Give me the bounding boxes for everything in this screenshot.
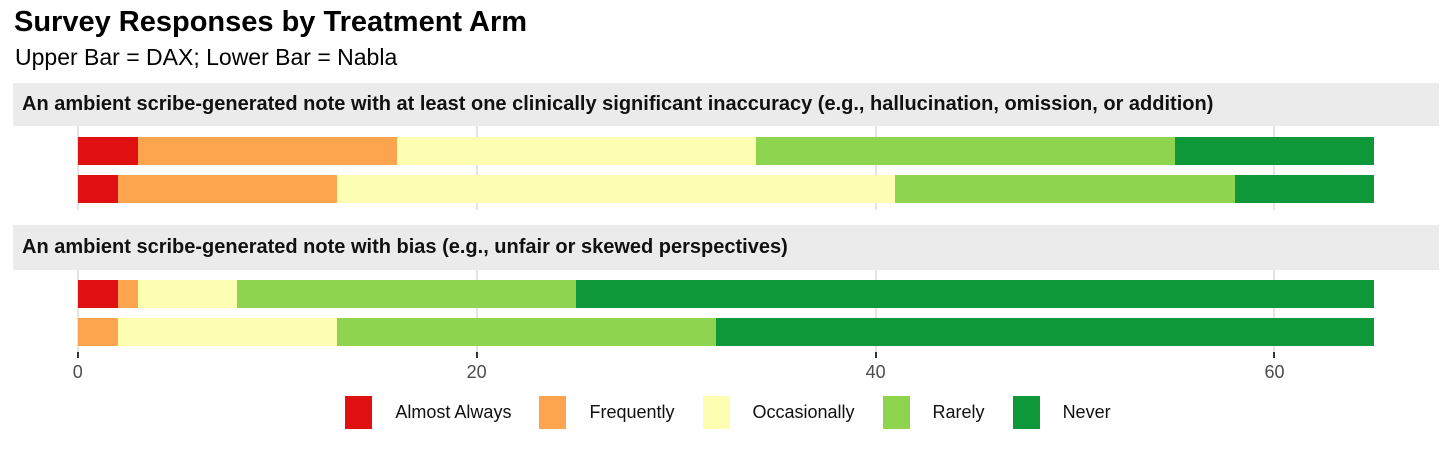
segment-frequently [77, 318, 118, 346]
segment-never [576, 280, 1375, 308]
facet-strip-bias: An ambient scribe-generated note with bi… [13, 225, 1439, 270]
segment-almost-always [77, 280, 118, 308]
legend-label-almost-always: Almost Always [395, 401, 512, 422]
gridline-x-40 [874, 126, 877, 210]
legend-item-never: Never [1012, 395, 1111, 429]
gridline-x-60 [1273, 270, 1276, 352]
legend-label-occasionally: Occasionally [752, 401, 855, 422]
legend-swatch-almost-always [345, 395, 373, 429]
segment-frequently [117, 175, 338, 203]
legend-item-occasionally: Occasionally [702, 395, 855, 429]
segment-never [1174, 137, 1375, 165]
gridline-x-60 [1273, 126, 1276, 210]
segment-never [715, 318, 1375, 346]
segment-rarely [755, 137, 1175, 165]
gridline-x-0 [76, 126, 79, 210]
x-axis-tick-20 [475, 352, 478, 358]
x-axis-tick-0 [76, 352, 79, 358]
segment-occasionally [137, 280, 238, 308]
chart-title: Survey Responses by Treatment Arm [14, 6, 528, 38]
segment-rarely [337, 318, 716, 346]
chart-subtitle: Upper Bar = DAX; Lower Bar = Nabla [15, 44, 398, 70]
facet-panel-inaccuracy [13, 126, 1439, 210]
gridline-x-20 [475, 126, 478, 210]
legend-swatch-frequently [539, 395, 567, 429]
legend-label-rarely: Rarely [932, 401, 985, 422]
facet-strip-label-bias: An ambient scribe-generated note with bi… [22, 236, 788, 258]
x-axis-tick-60 [1273, 352, 1276, 358]
segment-rarely [237, 280, 577, 308]
legend: Almost Always Frequently Occasionally Rarel… [0, 393, 1456, 431]
segment-never [1234, 175, 1375, 203]
segment-occasionally [117, 318, 338, 346]
legend-swatch-never [1012, 395, 1040, 429]
gridline-x-20 [475, 270, 478, 352]
x-axis-tick-label-0: 0 [72, 362, 83, 382]
x-axis-tick-label-60: 60 [1264, 362, 1285, 382]
legend-swatch-rarely [882, 395, 910, 429]
x-axis: 0 20 40 60 [13, 352, 1439, 392]
stacked-bar-nabla-panel-2 [77, 318, 1375, 346]
x-axis-tick-label-20: 20 [466, 362, 487, 382]
facet-strip-inaccuracy: An ambient scribe-generated note with at… [13, 83, 1439, 126]
segment-frequently [137, 137, 397, 165]
stacked-bar-dax-panel-2 [77, 280, 1375, 308]
segment-almost-always [77, 137, 138, 165]
legend-label-frequently: Frequently [589, 401, 675, 422]
x-axis-tick-40 [874, 352, 877, 358]
legend-item-rarely: Rarely [882, 395, 985, 429]
legend-item-frequently: Frequently [539, 395, 675, 429]
facet-strip-label-inaccuracy: An ambient scribe-generated note with at… [22, 93, 1214, 115]
stacked-bar-dax-panel-1 [77, 137, 1375, 165]
legend-item-almost-always: Almost Always [345, 395, 512, 429]
segment-rarely [895, 175, 1235, 203]
segment-almost-always [77, 175, 118, 203]
segment-occasionally [337, 175, 896, 203]
gridline-x-0 [76, 270, 79, 352]
facet-panel-bias [13, 270, 1439, 352]
stacked-bar-nabla-panel-1 [77, 175, 1375, 203]
gridline-x-40 [874, 270, 877, 352]
legend-label-never: Never [1062, 401, 1111, 422]
segment-occasionally [396, 137, 756, 165]
segment-frequently [117, 280, 138, 308]
legend-swatch-occasionally [702, 395, 730, 429]
x-axis-tick-label-40: 40 [865, 362, 886, 382]
